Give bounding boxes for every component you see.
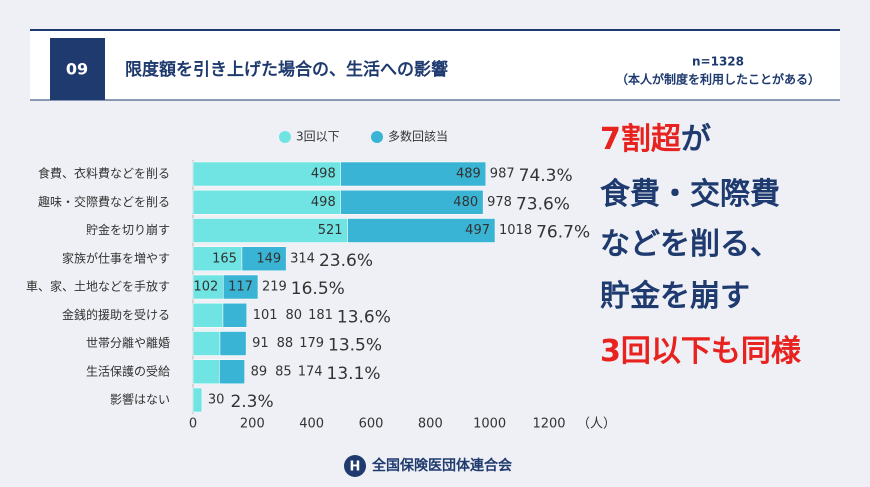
legend-marker xyxy=(371,131,383,143)
bar-segment xyxy=(192,190,341,215)
segment-label: 498 xyxy=(311,167,336,182)
bar-segment xyxy=(222,303,247,328)
share-label: 23.6% xyxy=(319,251,373,271)
segment-label: 521 xyxy=(318,223,343,238)
segment-label: 489 xyxy=(456,167,481,182)
total-label: 219 xyxy=(262,280,287,295)
bar-segment xyxy=(340,190,484,215)
callout-line: 7割超が xyxy=(600,122,711,157)
bar-segment xyxy=(340,161,487,187)
share-label: 13.6% xyxy=(337,307,391,327)
category-label: 趣味・交際費などを削る xyxy=(38,194,170,209)
logo-letter: H xyxy=(350,460,361,475)
x-tick-label: 400 xyxy=(299,417,324,432)
legend-marker xyxy=(279,131,291,143)
category-label: 車、家、土地などを手放す xyxy=(26,279,170,294)
bar-segment xyxy=(219,331,247,356)
callout-text: 3回以下も同様 xyxy=(600,334,802,369)
segment-label: 91 xyxy=(252,336,269,351)
bar-segment xyxy=(192,331,221,356)
footer-org: 全国保険医団体連合会 xyxy=(371,457,513,474)
bar-segment xyxy=(223,274,259,300)
category-label: 影響はない xyxy=(110,392,170,407)
segment-label: 30 xyxy=(208,393,225,408)
bar-segment xyxy=(192,274,224,300)
segment-label: 498 xyxy=(311,195,336,210)
category-label: 食費、衣料費などを削る xyxy=(38,166,170,181)
bar-segment xyxy=(219,359,245,384)
callout-text: などを削る、 xyxy=(600,227,780,262)
sample-size: n=1328 xyxy=(692,55,744,69)
callout-text: が xyxy=(681,122,711,157)
x-unit: （人） xyxy=(577,417,616,432)
total-label: 978 xyxy=(487,195,512,210)
x-tick-label: 1200 xyxy=(532,417,565,432)
legend-label: 3回以下 xyxy=(296,130,340,144)
bar-segment xyxy=(192,303,224,328)
callout-line: などを削る、 xyxy=(600,227,780,262)
bar-segment xyxy=(192,387,203,413)
segment-label: 480 xyxy=(453,195,478,210)
callout-text: 食費・交際費 xyxy=(600,177,780,212)
segment-label: 101 xyxy=(253,308,278,323)
category-label: 家族が仕事を増やす xyxy=(62,250,170,265)
category-label: 世帯分離や離婚 xyxy=(86,336,170,350)
x-tick-label: 200 xyxy=(240,417,265,432)
segment-label: 85 xyxy=(275,364,292,379)
share-label: 13.1% xyxy=(327,364,381,384)
segment-label: 88 xyxy=(277,336,294,351)
total-label: 987 xyxy=(490,167,515,182)
segment-label: 89 xyxy=(251,364,268,379)
logo-mark xyxy=(344,455,366,477)
number-box xyxy=(50,38,105,100)
segment-label: 117 xyxy=(228,280,253,295)
total-label: 181 xyxy=(308,308,333,323)
share-label: 16.5% xyxy=(291,279,345,299)
segment-label: 497 xyxy=(465,223,490,238)
bar-segment xyxy=(192,359,220,384)
footer-logo: H xyxy=(344,455,366,477)
callout-line: 食費・交際費 xyxy=(600,177,780,212)
total-label: 314 xyxy=(290,251,315,266)
category-label: 生活保護の受給 xyxy=(86,363,170,378)
segment-label: 80 xyxy=(286,308,303,323)
legend-label: 多数回該当 xyxy=(388,129,448,144)
segment-label: 165 xyxy=(212,251,237,266)
share-label: 73.6% xyxy=(516,194,570,214)
category-label: 貯金を切り崩す xyxy=(86,222,170,237)
sample-note: （本人が制度を利用したことがある） xyxy=(616,72,820,87)
header-box xyxy=(30,30,840,100)
total-label: 174 xyxy=(298,364,323,379)
share-label: 74.3% xyxy=(519,166,573,186)
share-label: 13.5% xyxy=(328,336,382,356)
callout-text: 7割超 xyxy=(600,122,682,157)
callout-line: 貯金を崩す xyxy=(600,279,750,314)
total-label: 179 xyxy=(299,336,324,351)
x-tick-label: 600 xyxy=(359,417,384,432)
title: 限度額を引き上げた場合の、生活への影響 xyxy=(125,59,448,80)
x-tick-label: 1000 xyxy=(473,417,506,432)
share-label: 76.7% xyxy=(536,223,590,243)
segment-label: 149 xyxy=(256,251,281,266)
bar-segment xyxy=(192,218,348,243)
total-label: 1018 xyxy=(499,223,532,238)
segment-label: 102 xyxy=(193,280,218,295)
x-tick-label: 800 xyxy=(418,417,443,432)
bar-segment xyxy=(347,218,496,243)
share-label: 2.3% xyxy=(230,392,273,412)
category-label: 金銭的援助を受ける xyxy=(62,307,170,322)
bar-segment xyxy=(192,246,243,271)
bar-segment xyxy=(241,246,287,271)
callout-line: 3回以下も同様 xyxy=(600,334,802,369)
chart: 3回以下 多数回該当 0 200 400 600 800 1000 1200 （人） 食費、衣料費な… xyxy=(26,129,616,432)
x-tick-label: 0 xyxy=(189,417,197,432)
callout-text: 貯金を崩す xyxy=(600,279,750,314)
section-number: 09 xyxy=(66,60,88,79)
